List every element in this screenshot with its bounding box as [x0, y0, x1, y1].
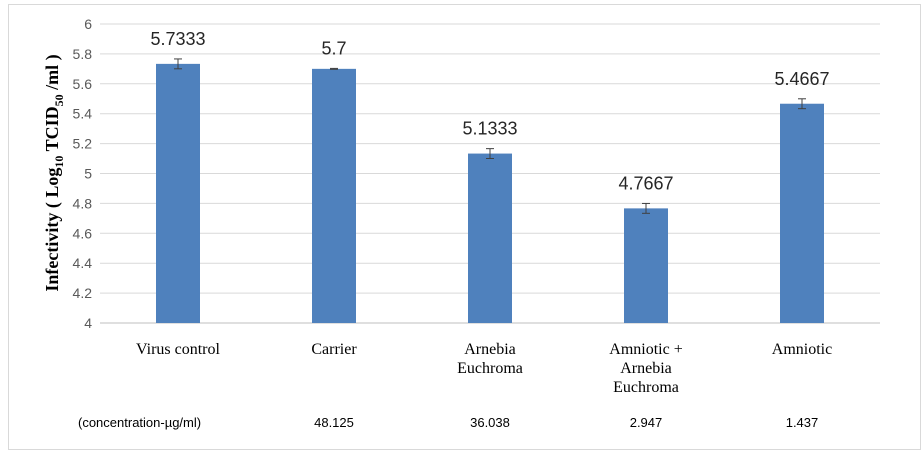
- category-label: Arnebia: [464, 341, 516, 358]
- y-tick-label: 4: [84, 315, 92, 331]
- bar: [312, 68, 356, 323]
- data-labels: 5.7333 5.7 5.1333 4.7667 5.4667: [150, 29, 829, 194]
- category-label: Arnebia: [620, 360, 672, 377]
- bar: [156, 63, 200, 324]
- concentration-label: (concentration-µg/ml): [78, 415, 201, 430]
- bar: [468, 153, 512, 323]
- category-label: Amniotic +: [609, 341, 682, 358]
- category-labels: Virus control Carrier Arnebia Euchroma Amnio…: [136, 341, 832, 396]
- concentration-value: 36.038: [470, 415, 510, 430]
- bars: [156, 63, 824, 324]
- concentration-row: 48.125 36.038 2.947 1.437 (concentration-µg/…: [78, 415, 818, 430]
- category-label: Euchroma: [613, 379, 679, 396]
- y-tick-label: 4.4: [73, 255, 93, 271]
- data-label: 5.7333: [150, 29, 205, 49]
- y-tick-label: 5: [84, 166, 92, 182]
- y-tick-label: 6: [84, 16, 92, 32]
- error-bars: [174, 58, 806, 214]
- y-tick-label: 5.4: [73, 106, 93, 122]
- y-tick-label: 4.6: [73, 225, 93, 241]
- data-label: 5.1333: [462, 119, 517, 139]
- concentration-value: 2.947: [630, 415, 663, 430]
- y-axis-label: Infectivity ( Log10 TCID50 /ml ): [42, 54, 66, 291]
- y-tick-label: 4.2: [73, 285, 93, 301]
- y-tick-label: 5.6: [73, 76, 93, 92]
- concentration-value: 48.125: [314, 415, 354, 430]
- data-label: 5.4667: [774, 69, 829, 89]
- data-label: 4.7667: [618, 173, 673, 193]
- category-label: Amniotic: [772, 341, 832, 358]
- y-tick-label: 5.8: [73, 46, 93, 62]
- data-label: 5.7: [321, 38, 346, 58]
- y-tick-label: 5.2: [73, 136, 93, 152]
- y-tick-label: 4.8: [73, 195, 93, 211]
- category-label: Virus control: [136, 341, 220, 358]
- concentration-value: 1.437: [786, 415, 819, 430]
- bar: [780, 103, 824, 323]
- bar: [624, 208, 668, 323]
- gridlines: [100, 23, 880, 324]
- y-axis-ticks: 4 4.2 4.4 4.6 4.8 5 5.2 5.4 5.6 5.8 6: [73, 16, 93, 331]
- category-label: Carrier: [311, 341, 357, 358]
- category-label: Euchroma: [457, 360, 523, 377]
